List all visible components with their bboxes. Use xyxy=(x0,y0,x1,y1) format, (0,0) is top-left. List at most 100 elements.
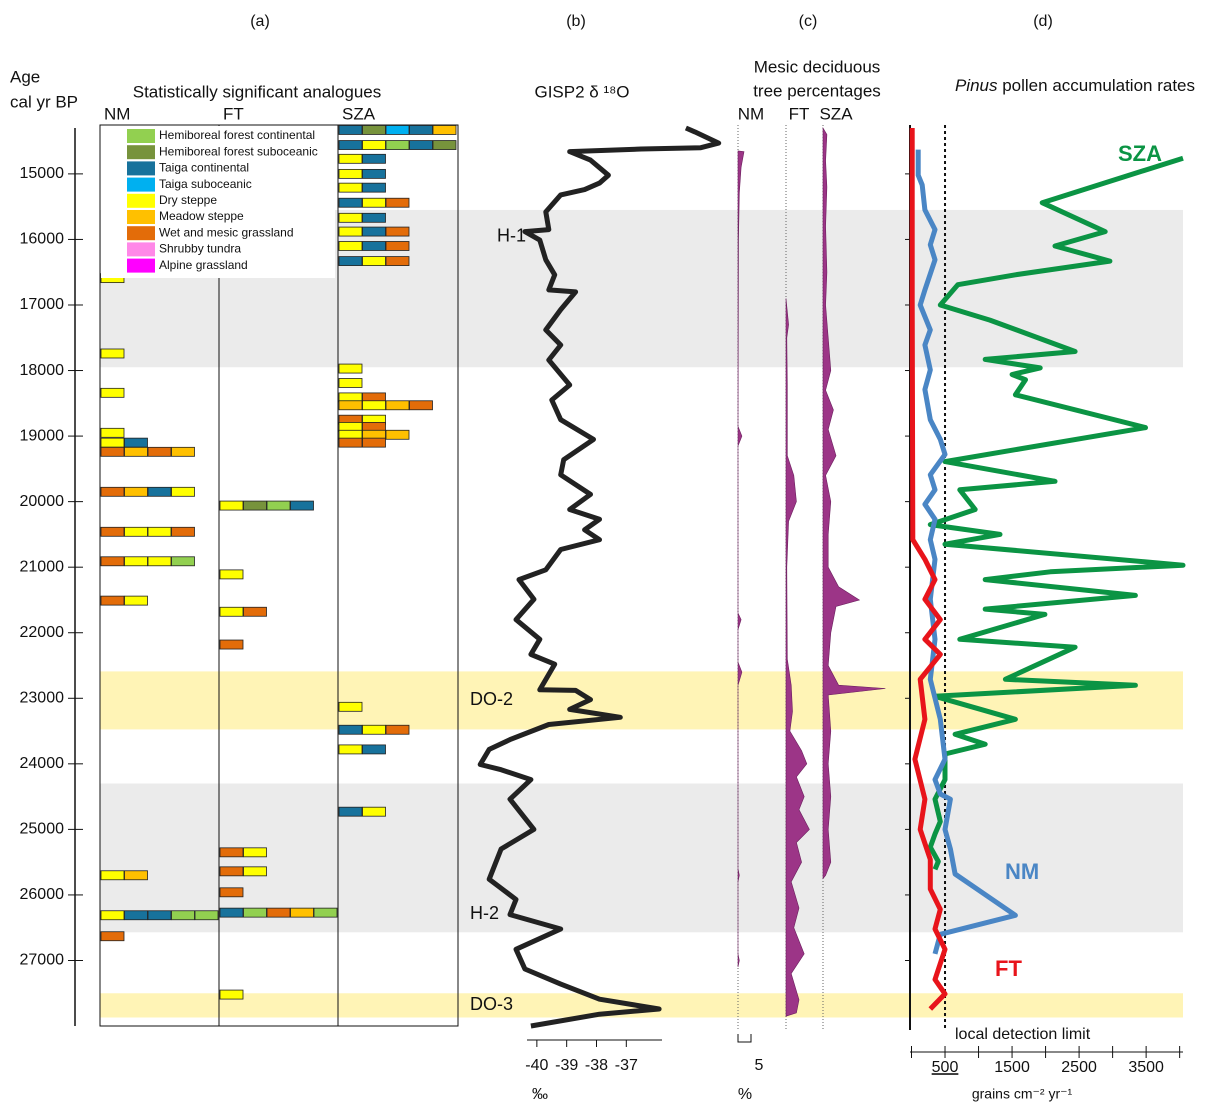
y-tick-label: 18000 xyxy=(20,362,65,379)
analogue-box xyxy=(124,526,148,537)
analogue-box xyxy=(100,556,125,567)
y-tick-label: 22000 xyxy=(20,624,65,641)
analogue-box xyxy=(338,400,363,411)
panel-label: (c) xyxy=(799,13,818,30)
analogue-box xyxy=(171,556,195,567)
analogue-box xyxy=(338,437,363,448)
analogue-box xyxy=(362,197,386,208)
analogue-box xyxy=(124,446,148,457)
analogue-box xyxy=(100,595,125,606)
analogue-box xyxy=(362,256,386,266)
analogue-box xyxy=(124,437,148,448)
analogue-box xyxy=(219,887,244,898)
legend-swatch xyxy=(127,258,155,273)
analogue-box xyxy=(385,140,410,150)
analogue-box xyxy=(147,526,172,537)
analogue-box xyxy=(124,556,148,567)
percentage-area xyxy=(822,126,886,880)
panel-label: (b) xyxy=(566,13,586,30)
x-tick-label: -38 xyxy=(585,1057,608,1074)
analogue-box xyxy=(385,197,410,208)
analogue-box xyxy=(362,241,386,251)
legend-swatch xyxy=(127,161,155,176)
analogue-box xyxy=(338,140,363,150)
y-axis-label: Age xyxy=(10,67,40,86)
analogue-box xyxy=(219,500,244,511)
analogue-box xyxy=(219,866,244,877)
analogue-box xyxy=(385,256,410,266)
analogue-frame xyxy=(99,124,459,1027)
analogue-box xyxy=(219,907,244,918)
legend-label: Hemiboreal forest continental xyxy=(159,128,315,142)
title-run: pollen accumulation rates xyxy=(998,76,1196,95)
analogue-box xyxy=(124,910,148,921)
band-label: H-2 xyxy=(470,903,499,923)
series-header: FT xyxy=(789,104,810,123)
x-tick-label: -39 xyxy=(555,1057,578,1074)
x-tick-label: 1500 xyxy=(994,1059,1030,1076)
analogue-box xyxy=(362,226,386,237)
analogue-box xyxy=(147,556,172,567)
panel-label: (a) xyxy=(250,13,270,30)
analogue-box xyxy=(385,400,410,411)
analogue-box xyxy=(338,125,363,135)
panel-title: Pinus pollen accumulation rates xyxy=(955,76,1195,95)
analogue-box xyxy=(338,182,363,193)
analogue-box xyxy=(219,847,244,858)
legend-label: Meadow steppe xyxy=(159,209,244,223)
analogue-box xyxy=(219,639,244,650)
y-tick-label: 15000 xyxy=(20,165,65,182)
legend-label: Dry steppe xyxy=(159,193,217,207)
analogue-box xyxy=(432,140,457,150)
analogue-box xyxy=(385,429,410,440)
legend-label: Shrubby tundra xyxy=(159,242,241,256)
y-tick-label: 27000 xyxy=(20,952,65,969)
analogue-box xyxy=(385,724,410,735)
analogue-box xyxy=(362,153,386,164)
analogue-box xyxy=(362,182,386,193)
legend-swatch xyxy=(127,242,155,257)
analogue-box xyxy=(147,910,172,921)
legend-swatch xyxy=(127,226,155,241)
legend-swatch xyxy=(127,129,155,143)
analogue-box xyxy=(432,125,457,135)
analogue-box xyxy=(243,866,267,877)
analogue-box xyxy=(338,256,363,266)
scale-label: 5 xyxy=(755,1057,764,1074)
analogue-box xyxy=(100,910,125,921)
analogue-box xyxy=(385,226,410,237)
series-header: SZA xyxy=(819,104,853,123)
legend-label: Taiga suboceanic xyxy=(159,177,252,191)
legend-swatch xyxy=(127,145,155,160)
analogue-box xyxy=(171,910,195,921)
band-label: H-1 xyxy=(497,225,526,245)
series-label: FT xyxy=(995,956,1022,981)
analogue-box xyxy=(338,744,363,755)
panel-title: Statistically significant analogues xyxy=(133,82,382,101)
band-label: DO-2 xyxy=(470,689,513,709)
label-bg xyxy=(950,1024,1130,1046)
legend-swatch xyxy=(127,210,155,224)
x-tick-label: 2500 xyxy=(1061,1059,1097,1076)
x-axis-label: ‰ xyxy=(532,1086,548,1103)
analogue-box xyxy=(124,870,148,881)
y-tick-label: 24000 xyxy=(20,755,65,772)
analogue-box xyxy=(147,486,172,497)
panel-title: GISP2 δ ¹⁸O xyxy=(534,82,629,101)
x-tick-label: 3500 xyxy=(1128,1059,1164,1076)
analogue-box xyxy=(409,125,433,135)
analogue-box xyxy=(362,168,386,179)
y-tick-label: 20000 xyxy=(20,493,65,510)
analogue-box xyxy=(243,500,267,511)
legend-label: Hemiboreal forest suboceanic xyxy=(159,144,318,158)
analogue-box xyxy=(243,606,267,617)
analogue-box xyxy=(338,701,363,712)
analogue-box xyxy=(100,437,125,448)
analogue-box xyxy=(124,486,148,497)
analogue-box xyxy=(338,197,363,208)
column-header: SZA xyxy=(342,104,376,123)
legend-label: Wet and mesic grassland xyxy=(159,225,294,239)
scale-bar xyxy=(737,1034,752,1043)
analogue-box xyxy=(147,446,172,457)
event-band xyxy=(100,671,1183,730)
